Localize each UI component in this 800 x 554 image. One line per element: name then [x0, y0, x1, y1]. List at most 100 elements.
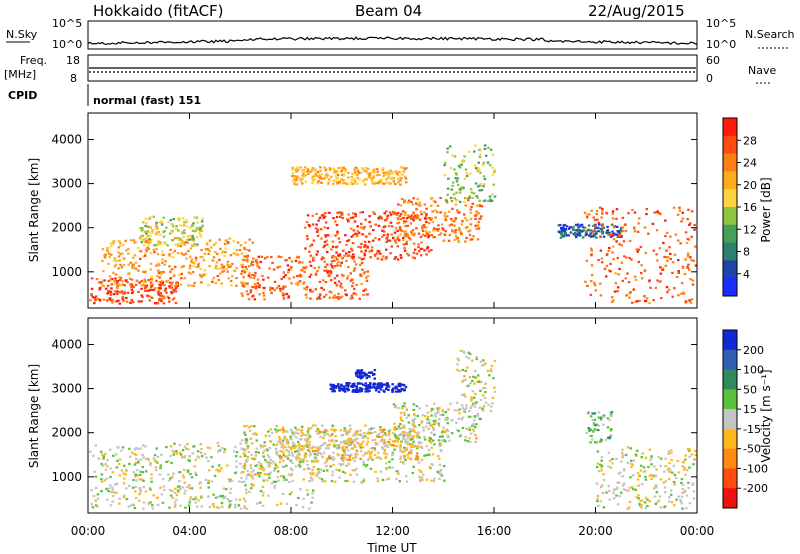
- data-cell: [450, 223, 453, 226]
- data-cell: [376, 386, 379, 389]
- data-cell: [183, 221, 186, 224]
- data-cell: [444, 230, 447, 233]
- data-cell: [114, 277, 117, 280]
- data-cell: [127, 252, 130, 255]
- data-cell: [692, 490, 696, 493]
- data-cell: [245, 507, 249, 510]
- power-y-label: Slant Range [km]: [27, 158, 41, 262]
- data-cell: [412, 234, 415, 237]
- data-cell: [323, 295, 326, 298]
- data-cell: [584, 234, 588, 237]
- data-cell: [670, 501, 674, 504]
- data-cell: [342, 173, 346, 176]
- data-cell: [638, 217, 641, 220]
- data-cell: [362, 180, 365, 183]
- data-cell: [244, 283, 248, 286]
- data-cell: [439, 211, 442, 214]
- data-cell: [350, 183, 353, 186]
- data-cell: [131, 486, 135, 489]
- data-cell: [254, 464, 257, 467]
- data-cell: [131, 264, 134, 267]
- data-cell: [362, 289, 365, 292]
- data-cell: [574, 232, 577, 235]
- data-cell: [116, 283, 119, 286]
- data-cell: [684, 458, 687, 461]
- data-cell: [593, 233, 597, 236]
- data-cell: [323, 269, 326, 272]
- data-cell: [349, 272, 352, 275]
- data-cell: [265, 473, 268, 476]
- data-cell: [340, 434, 344, 437]
- data-cell: [325, 176, 328, 179]
- data-cell: [261, 274, 264, 278]
- data-cell: [134, 461, 138, 464]
- data-cell: [403, 247, 406, 250]
- data-cell: [363, 244, 367, 247]
- data-cell: [332, 217, 335, 220]
- data-cell: [431, 463, 434, 466]
- data-cell: [562, 229, 566, 233]
- data-cell: [308, 467, 311, 470]
- data-cell: [323, 212, 327, 215]
- data-cell: [482, 387, 485, 390]
- data-cell: [134, 267, 138, 270]
- data-cell: [320, 478, 324, 481]
- data-cell: [320, 453, 323, 456]
- data-cell: [457, 239, 460, 243]
- data-cell: [338, 211, 341, 214]
- data-cell: [432, 427, 435, 431]
- data-cell: [379, 252, 382, 255]
- data-cell: [683, 272, 687, 276]
- data-cell: [591, 430, 595, 433]
- data-cell: [326, 444, 329, 447]
- data-cell: [321, 480, 324, 483]
- data-cell: [402, 230, 406, 233]
- data-cell: [135, 279, 139, 282]
- data-cell: [300, 449, 304, 452]
- data-cell: [273, 469, 276, 472]
- data-cell: [288, 453, 291, 457]
- data-cell: [251, 474, 254, 477]
- data-cell: [334, 296, 338, 299]
- data-cell: [398, 480, 401, 483]
- data-cell: [395, 427, 398, 430]
- data-cell: [150, 231, 154, 234]
- data-cell: [173, 274, 176, 277]
- data-cell: [116, 280, 120, 283]
- data-cell: [396, 235, 400, 238]
- data-cell: [444, 216, 447, 219]
- data-cell: [401, 383, 404, 386]
- data-cell: [624, 223, 627, 226]
- data-cell: [159, 287, 162, 290]
- data-cell: [113, 290, 117, 293]
- data-cell: [606, 229, 610, 232]
- data-cell: [587, 234, 591, 237]
- data-cell: [163, 296, 166, 299]
- data-cell: [155, 447, 158, 450]
- data-cell: [243, 425, 246, 428]
- data-cell: [368, 389, 371, 392]
- data-cell: [193, 281, 196, 284]
- data-cell: [322, 246, 325, 249]
- data-cell: [357, 389, 361, 392]
- data-cell: [354, 456, 358, 459]
- data-cell: [483, 199, 486, 202]
- data-cell: [113, 282, 117, 285]
- data-cell: [688, 502, 692, 505]
- data-cell: [397, 181, 400, 184]
- data-cell: [309, 297, 312, 300]
- data-cell: [411, 217, 414, 220]
- data-cell: [356, 437, 359, 440]
- data-cell: [305, 221, 309, 224]
- data-cell: [681, 211, 684, 214]
- data-cell: [354, 215, 357, 218]
- data-cell: [299, 458, 302, 461]
- data-cell: [340, 383, 343, 386]
- data-cell: [295, 503, 298, 507]
- data-cell: [593, 412, 597, 415]
- data-cell: [387, 388, 390, 391]
- data-cell: [243, 271, 247, 274]
- data-cell: [344, 168, 347, 171]
- data-cell: [150, 480, 153, 483]
